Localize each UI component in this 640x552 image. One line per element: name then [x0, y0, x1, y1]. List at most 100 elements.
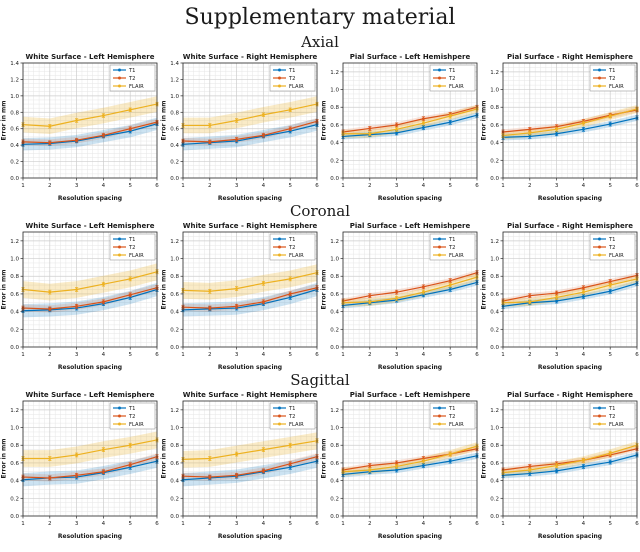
svg-text:0.8: 0.8 [330, 105, 339, 111]
svg-text:3: 3 [75, 352, 79, 358]
svg-text:4: 4 [262, 352, 266, 358]
svg-text:0.2: 0.2 [10, 160, 19, 166]
svg-text:3: 3 [235, 521, 239, 527]
svg-text:1.2: 1.2 [330, 239, 339, 245]
svg-text:T2: T2 [128, 414, 135, 420]
svg-text:0.6: 0.6 [490, 123, 499, 129]
svg-text:1: 1 [341, 521, 345, 527]
legend: T1 T2 FLAIR [429, 233, 476, 261]
svg-text:0.8: 0.8 [330, 274, 339, 280]
svg-text:2: 2 [528, 521, 532, 527]
svg-text:0.0: 0.0 [10, 345, 19, 351]
svg-text:5: 5 [128, 183, 132, 189]
svg-text:1.0: 1.0 [490, 257, 499, 263]
svg-text:4: 4 [102, 352, 106, 358]
svg-text:Resolution spacing: Resolution spacing [218, 364, 282, 371]
svg-text:0.2: 0.2 [330, 327, 339, 333]
svg-text:4: 4 [422, 183, 426, 189]
subplot-white-surface-left-hemisphere: 1 2 3 4 5 6 0.0 0.2 0.4 0.6 0.8 1.0 1.2 1.4 T1 T2 FLAIR W… [1, 53, 160, 202]
svg-text:0.4: 0.4 [490, 479, 499, 485]
svg-text:2: 2 [368, 352, 372, 358]
svg-text:Resolution spacing: Resolution spacing [58, 195, 122, 202]
row-label-sagittal: Sagittal [290, 371, 350, 389]
svg-text:T2: T2 [448, 245, 455, 251]
subplot-pial-surface-right-hemisphere: 1 2 3 4 5 6 0.0 0.2 0.4 0.6 0.8 1.0 1.2 T1 T2 FLAIR Pial… [481, 391, 640, 540]
svg-text:Resolution spacing: Resolution spacing [538, 195, 602, 202]
svg-text:4: 4 [262, 521, 266, 527]
svg-text:0.6: 0.6 [10, 292, 19, 298]
svg-text:1.0: 1.0 [330, 426, 339, 432]
svg-text:0.6: 0.6 [330, 292, 339, 298]
svg-text:0.8: 0.8 [490, 443, 499, 449]
svg-text:FLAIR: FLAIR [449, 253, 464, 259]
svg-text:Error in mm: Error in mm [1, 269, 8, 309]
svg-text:0.2: 0.2 [330, 496, 339, 502]
svg-text:1.2: 1.2 [170, 239, 179, 245]
svg-text:0.4: 0.4 [330, 141, 339, 147]
svg-text:Pial Surface - Left Hemishpere: Pial Surface - Left Hemishpere [350, 391, 471, 399]
legend: T1 T2 FLAIR [589, 233, 636, 261]
svg-text:0.8: 0.8 [170, 274, 179, 280]
svg-text:1.0: 1.0 [170, 257, 179, 263]
svg-text:Resolution spacing: Resolution spacing [378, 364, 442, 371]
svg-text:6: 6 [315, 352, 319, 358]
svg-text:1: 1 [501, 183, 505, 189]
svg-text:3: 3 [555, 183, 559, 189]
svg-text:0.0: 0.0 [490, 345, 499, 351]
svg-text:2: 2 [48, 521, 52, 527]
svg-text:2: 2 [208, 183, 212, 189]
svg-text:0.4: 0.4 [490, 141, 499, 147]
page-title: Supplementary material [184, 5, 456, 30]
svg-text:0.0: 0.0 [10, 514, 19, 520]
svg-text:4: 4 [422, 521, 426, 527]
svg-text:T1: T1 [288, 237, 295, 243]
row-plots-0: 1 2 3 4 5 6 0.0 0.2 0.4 0.6 0.8 1.0 1.2 1.4 T1 T2 FLAIR W… [0, 51, 640, 203]
legend: T1 T2 FLAIR [429, 402, 476, 430]
legend: T1 T2 FLAIR [589, 402, 636, 430]
svg-text:0.8: 0.8 [170, 443, 179, 449]
svg-text:1.2: 1.2 [170, 77, 179, 83]
subplot-white-surface-right-hemisphere: 1 2 3 4 5 6 0.0 0.2 0.4 0.6 0.8 1.0 1.2 T1 T2 FLAIR Whit… [161, 391, 320, 540]
svg-text:Error in mm: Error in mm [321, 100, 328, 140]
svg-text:0.8: 0.8 [490, 274, 499, 280]
subplot-white-surface-right-hemisphere: 1 2 3 4 5 6 0.0 0.2 0.4 0.6 0.8 1.0 1.2 1.4 T1 T2 FLAIR W… [161, 53, 320, 202]
svg-text:T2: T2 [288, 245, 295, 251]
svg-text:T1: T1 [128, 406, 135, 412]
svg-text:2: 2 [368, 521, 372, 527]
svg-text:0.4: 0.4 [330, 310, 339, 316]
svg-text:0.8: 0.8 [10, 274, 19, 280]
svg-text:1.0: 1.0 [490, 426, 499, 432]
svg-text:Pial Surface - Right Hemispher: Pial Surface - Right Hemisphere [507, 391, 633, 399]
svg-text:0.4: 0.4 [490, 310, 499, 316]
svg-text:1.0: 1.0 [330, 257, 339, 263]
svg-text:4: 4 [582, 521, 586, 527]
svg-text:White Surface - Left Hemispher: White Surface - Left Hemisphere [25, 53, 154, 61]
svg-text:T1: T1 [128, 237, 135, 243]
svg-text:0.2: 0.2 [170, 496, 179, 502]
svg-text:2: 2 [208, 521, 212, 527]
svg-text:0.2: 0.2 [10, 496, 19, 502]
svg-text:4: 4 [262, 183, 266, 189]
subplot-white-surface-right-hemisphere: 1 2 3 4 5 6 0.0 0.2 0.4 0.6 0.8 1.0 1.2 T1 T2 FLAIR Whit… [161, 222, 320, 371]
svg-text:FLAIR: FLAIR [129, 253, 144, 259]
svg-text:0.8: 0.8 [170, 110, 179, 116]
svg-text:FLAIR: FLAIR [129, 84, 144, 90]
svg-text:T2: T2 [608, 245, 615, 251]
svg-text:1.0: 1.0 [490, 88, 499, 94]
svg-text:3: 3 [555, 352, 559, 358]
subplot-pial-surface-left-hemishpere: 1 2 3 4 5 6 0.0 0.2 0.4 0.6 0.8 1.0 1.2 T1 T2 FLAIR Pial… [321, 222, 480, 371]
svg-text:Error in mm: Error in mm [161, 438, 168, 478]
svg-text:0.8: 0.8 [330, 443, 339, 449]
svg-text:1.2: 1.2 [330, 408, 339, 414]
svg-text:Resolution spacing: Resolution spacing [378, 533, 442, 540]
svg-text:0.4: 0.4 [10, 479, 19, 485]
svg-text:0.2: 0.2 [490, 496, 499, 502]
row-plots-2: 1 2 3 4 5 6 0.0 0.2 0.4 0.6 0.8 1.0 1.2 T1 T2 FLAIR Whit… [0, 389, 640, 541]
svg-text:2: 2 [528, 352, 532, 358]
row-section-coronal: Coronal 1 2 3 4 5 6 0.0 0.2 0.4 0.6 0.8 1.0 1.2 T1 T2 F… [0, 203, 640, 372]
svg-text:0.6: 0.6 [170, 461, 179, 467]
svg-text:T1: T1 [448, 68, 455, 74]
svg-text:3: 3 [555, 521, 559, 527]
svg-text:Resolution spacing: Resolution spacing [378, 195, 442, 202]
